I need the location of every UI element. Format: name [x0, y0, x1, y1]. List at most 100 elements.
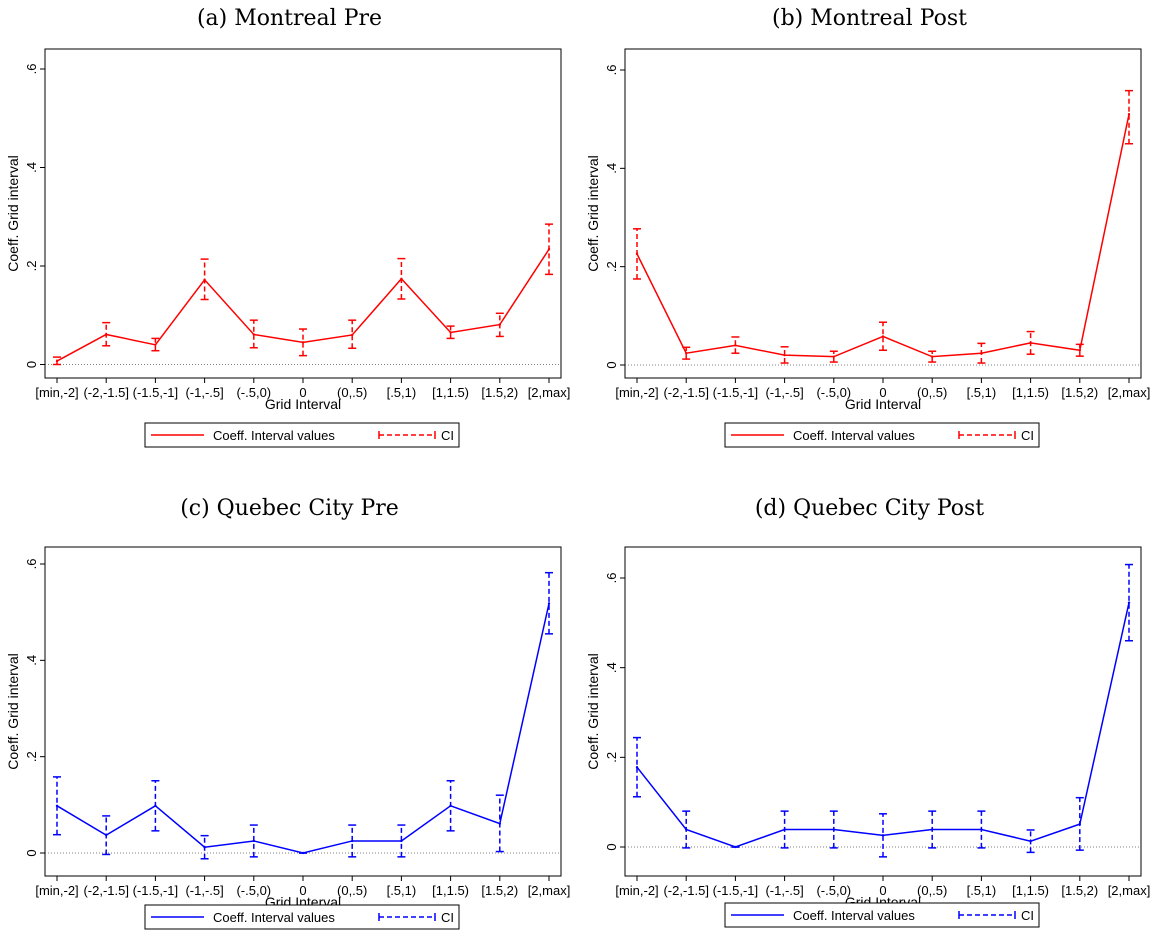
x-tick-label: [1.5,2): [481, 883, 518, 898]
y-tick-label: 0: [24, 361, 39, 368]
data-point: [105, 833, 108, 837]
chart-title: (a) Montreal Pre: [196, 6, 383, 31]
y-tick-label: .6: [604, 65, 619, 76]
ci-bar: [879, 813, 887, 858]
x-tick-label: (-1.5,-1]: [133, 385, 179, 400]
x-tick-label: [.5,1): [967, 883, 997, 898]
data-point: [449, 331, 452, 334]
data-point: [1078, 822, 1081, 826]
x-tick-label: [.5,1): [967, 385, 997, 400]
data-point: [351, 839, 354, 843]
x-tick-label: [min,-2]: [35, 883, 78, 898]
legend-label: Coeff. Interval values: [793, 908, 915, 923]
x-tick-label: [1,1.5): [432, 883, 469, 898]
x-tick-label: (-.5,0): [816, 385, 851, 400]
x-tick-label: [1.5,2): [481, 385, 518, 400]
x-tick-label: [2,max]: [1108, 385, 1151, 400]
chart-svg: 0 .2 .4 .6 Coeff. Grid interval [min,-2] (-2,-…: [5, 48, 570, 448]
data-point: [547, 602, 551, 605]
data-point: [154, 343, 157, 346]
data-point: [1127, 113, 1131, 116]
x-tick-label: (0,.5): [917, 883, 947, 898]
data-point: [1029, 341, 1032, 345]
x-tick-label: (-2,-1.5]: [83, 883, 129, 898]
x-tick-label: (0,.5): [917, 385, 947, 400]
y-tick-label: .4: [604, 662, 619, 673]
data-point: [105, 333, 108, 336]
data-point: [301, 851, 305, 855]
x-tick-label: (-2,-1.5]: [663, 385, 709, 400]
legend-label: CI: [1021, 428, 1034, 443]
ci-bar: [348, 319, 357, 349]
y-tick-label: .2: [604, 752, 619, 763]
x-tick-label: (-.5,0): [236, 385, 271, 400]
data-point: [154, 804, 157, 807]
chart-title: (b) Montreal Post: [772, 6, 967, 31]
x-tick-label: 0: [879, 883, 886, 898]
x-tick-label: (-1,-.5]: [765, 883, 803, 898]
legend-label: Coeff. Interval values: [213, 910, 335, 925]
data-point: [449, 804, 452, 807]
x-tick-label: (-1.5,-1]: [133, 883, 179, 898]
data-point: [635, 765, 639, 769]
coefficient-series-line: [636, 114, 1130, 358]
data-point: [635, 252, 639, 256]
data-point: [980, 352, 983, 355]
data-point: [400, 277, 403, 281]
x-axis-label: Grid Interval: [265, 396, 341, 412]
x-tick-label: (-.5,0): [816, 883, 851, 898]
ci-bar: [397, 824, 406, 858]
ci-bar: [829, 350, 838, 363]
y-tick-label: 0: [604, 843, 619, 850]
x-tick-label: [min,-2]: [35, 385, 78, 400]
ci-bar: [348, 824, 357, 858]
data-point: [498, 822, 501, 825]
data-point: [252, 839, 255, 843]
data-point: [55, 359, 59, 363]
y-tick-label: .6: [24, 64, 39, 75]
x-tick-label: 0: [299, 385, 306, 400]
ci-bar: [545, 571, 553, 635]
ci-bar: [1075, 343, 1084, 357]
x-tick-label: (-.5,0): [236, 883, 271, 898]
coefficient-series-line: [636, 602, 1130, 848]
x-axis-label: Grid Interval: [845, 396, 921, 412]
x-tick-label: (-2,-1.5]: [663, 883, 709, 898]
ci-bar: [249, 824, 258, 858]
x-tick-label: [1,1.5): [1012, 883, 1049, 898]
plot-frame: [44, 546, 562, 877]
x-tick-label: (-1,-.5]: [185, 883, 223, 898]
ci-bar: [299, 328, 307, 357]
legend-label: Coeff. Interval values: [793, 428, 915, 443]
y-tick-label: 0: [24, 849, 39, 856]
data-point: [685, 828, 688, 831]
data-point: [1127, 601, 1131, 604]
y-tick-label: .4: [24, 162, 39, 173]
data-point: [734, 845, 737, 849]
data-point: [203, 278, 206, 281]
y-tick-label: .6: [24, 559, 39, 570]
data-point: [498, 323, 501, 326]
data-point: [252, 333, 255, 336]
y-tick-label: 0: [604, 361, 619, 368]
x-tick-label: [min,-2]: [615, 883, 658, 898]
chart-title: (c) Quebec City Pre: [180, 496, 399, 521]
data-point: [685, 352, 688, 355]
chart-title: (d) Quebec City Post: [754, 496, 985, 521]
data-point: [400, 839, 403, 843]
x-tick-label: [2,max]: [1108, 883, 1151, 898]
data-point: [783, 828, 786, 831]
plot-frame: [624, 546, 1142, 877]
x-tick-label: [1,1.5): [1012, 385, 1049, 400]
y-axis-label: Coeff. Grid interval: [585, 155, 601, 271]
plot-frame: [624, 48, 1142, 379]
data-point: [203, 846, 206, 849]
data-point: [832, 828, 835, 831]
legend-label: CI: [1021, 908, 1034, 923]
y-tick-label: .2: [24, 261, 39, 272]
ci-bar: [928, 350, 937, 363]
x-tick-label: (0,.5): [337, 883, 367, 898]
ci-bar: [446, 325, 455, 340]
data-point: [351, 333, 354, 337]
y-axis-label: Coeff. Grid interval: [5, 653, 21, 769]
